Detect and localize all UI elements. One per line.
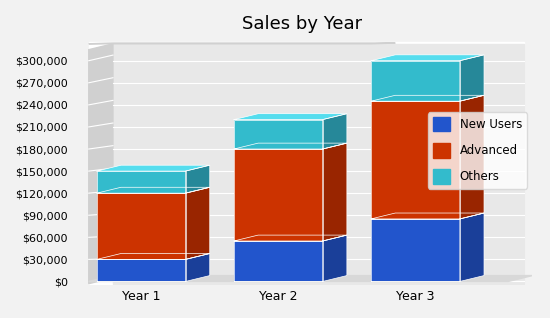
Polygon shape bbox=[234, 149, 323, 241]
Polygon shape bbox=[323, 143, 347, 241]
Polygon shape bbox=[113, 44, 524, 284]
Polygon shape bbox=[89, 43, 395, 44]
Polygon shape bbox=[89, 44, 113, 284]
Polygon shape bbox=[185, 165, 210, 193]
Polygon shape bbox=[460, 95, 484, 219]
Polygon shape bbox=[234, 241, 323, 281]
Polygon shape bbox=[97, 165, 210, 171]
Polygon shape bbox=[185, 187, 210, 259]
Polygon shape bbox=[371, 101, 460, 219]
Title: Sales by Year: Sales by Year bbox=[243, 15, 362, 33]
Polygon shape bbox=[371, 95, 484, 101]
Polygon shape bbox=[234, 235, 347, 241]
Polygon shape bbox=[97, 259, 185, 281]
Polygon shape bbox=[97, 171, 185, 193]
Polygon shape bbox=[371, 55, 484, 61]
Polygon shape bbox=[97, 187, 210, 193]
Polygon shape bbox=[371, 61, 460, 101]
Polygon shape bbox=[97, 193, 185, 259]
Polygon shape bbox=[323, 235, 347, 281]
Polygon shape bbox=[371, 219, 460, 281]
Polygon shape bbox=[234, 143, 347, 149]
Polygon shape bbox=[234, 114, 347, 120]
Polygon shape bbox=[185, 253, 210, 281]
Polygon shape bbox=[371, 213, 484, 219]
Polygon shape bbox=[234, 120, 323, 149]
Polygon shape bbox=[460, 213, 484, 281]
Polygon shape bbox=[89, 42, 524, 285]
Polygon shape bbox=[323, 114, 347, 149]
Legend: New Users, Advanced, Others: New Users, Advanced, Others bbox=[428, 112, 527, 189]
Polygon shape bbox=[97, 253, 210, 259]
Polygon shape bbox=[89, 276, 532, 281]
Polygon shape bbox=[460, 55, 484, 101]
